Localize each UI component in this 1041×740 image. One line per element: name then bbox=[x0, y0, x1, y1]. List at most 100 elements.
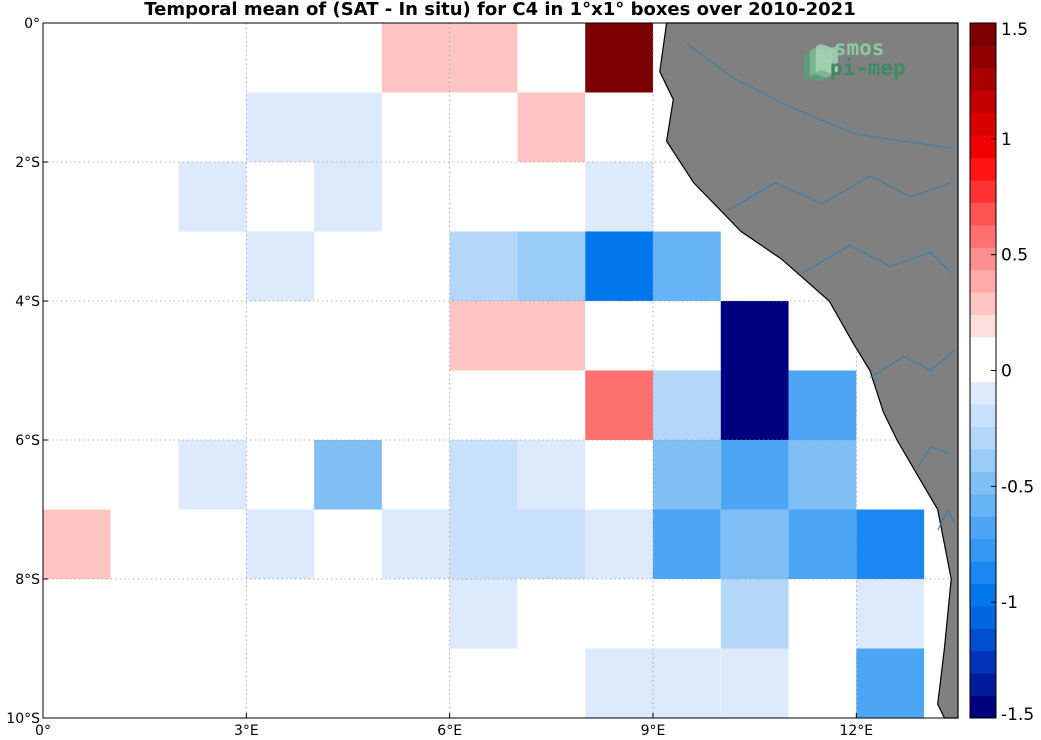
grid-cell bbox=[585, 23, 653, 93]
grid-cell bbox=[585, 509, 653, 579]
grid-cell bbox=[246, 92, 315, 162]
grid-cell bbox=[314, 579, 382, 649]
colorbar-tick-label: 0 bbox=[1001, 362, 1012, 382]
river bbox=[916, 446, 952, 469]
y-tick-label: 2°S bbox=[15, 155, 40, 171]
river bbox=[937, 508, 956, 531]
colorbar-tick-label: 0.5 bbox=[1001, 246, 1028, 266]
colorbar-segment bbox=[970, 538, 996, 562]
grid-cell bbox=[43, 23, 111, 93]
colorbar-segment bbox=[970, 135, 996, 159]
grid-cell bbox=[585, 648, 653, 718]
y-tick-label: 10°S bbox=[6, 711, 40, 727]
colorbar-segment bbox=[970, 628, 996, 652]
grid-cell bbox=[449, 301, 518, 371]
colorbar: 1.5 1 0.5 0 -0.5 -1 -1.5 bbox=[969, 20, 1034, 725]
x-tick-label: 6°E bbox=[437, 723, 462, 739]
colorbar-segment bbox=[970, 516, 996, 540]
colorbar-segment bbox=[970, 179, 996, 203]
x-tick-label: 12°E bbox=[839, 723, 873, 739]
data-cells bbox=[43, 23, 925, 718]
grid-cell bbox=[110, 92, 179, 162]
grid-cell bbox=[585, 162, 653, 232]
colorbar-segment bbox=[970, 112, 996, 136]
grid-cell bbox=[381, 509, 450, 579]
grid-cell bbox=[720, 509, 789, 579]
grid-cell bbox=[43, 509, 111, 579]
colorbar-segment bbox=[970, 359, 996, 383]
colorbar-segment bbox=[970, 605, 996, 629]
map-frame bbox=[42, 22, 959, 719]
colorbar-segment bbox=[970, 157, 996, 181]
colorbar-segment bbox=[970, 292, 996, 315]
logo-icon bbox=[815, 44, 838, 74]
y-tick-label: 0° bbox=[24, 16, 40, 32]
logo-line1: smos bbox=[834, 36, 885, 60]
colorbar-segment bbox=[970, 426, 996, 450]
map-title: Temporal mean of (SAT - In situ) for C4 … bbox=[144, 0, 856, 20]
grid-cell bbox=[653, 509, 721, 579]
colorbar-segment bbox=[970, 561, 996, 584]
colorbar-segment bbox=[970, 336, 996, 360]
grid-cell bbox=[585, 370, 653, 440]
grid-cell bbox=[856, 509, 925, 579]
grid-cell bbox=[788, 440, 857, 510]
colorbar-segment bbox=[970, 269, 996, 293]
grid-cell bbox=[381, 301, 450, 371]
grid-cell bbox=[178, 440, 247, 510]
grid-cell bbox=[720, 440, 789, 510]
colorbar-tick-label: -1.5 bbox=[1001, 705, 1034, 725]
grid-cell bbox=[314, 162, 382, 232]
grid-cell bbox=[856, 648, 925, 718]
land-mass bbox=[659, 22, 959, 719]
y-tick-label: 8°S bbox=[15, 572, 40, 588]
grid-cell bbox=[110, 509, 179, 579]
colorbar-segment bbox=[970, 45, 996, 69]
colorbar-segment bbox=[970, 583, 996, 607]
colorbar-tick-label: 1.5 bbox=[1001, 20, 1028, 40]
grid-cell bbox=[178, 370, 247, 440]
colorbar-tick-label: -0.5 bbox=[1001, 477, 1034, 497]
colorbar-segment bbox=[970, 381, 996, 405]
grid-cell bbox=[788, 509, 857, 579]
grid-cell bbox=[449, 23, 518, 93]
colorbar-segment bbox=[970, 90, 996, 114]
grid-cell bbox=[314, 440, 382, 510]
colorbar-segment bbox=[970, 493, 996, 517]
colorbar-segment bbox=[970, 202, 996, 226]
x-tick-label: 9°E bbox=[641, 723, 666, 739]
grid-cell bbox=[720, 648, 789, 718]
gridlines bbox=[43, 23, 958, 718]
x-tick-label: 3°E bbox=[234, 723, 259, 739]
y-axis-ticks: 0° 2°S 4°S 6°S 8°S 10°S bbox=[6, 16, 48, 727]
grid-cell bbox=[449, 509, 518, 579]
colorbar-tick-label: -1 bbox=[1001, 593, 1018, 613]
colorbar-segment bbox=[970, 314, 996, 338]
grid-cell bbox=[856, 579, 925, 649]
river bbox=[869, 349, 955, 378]
grid-cell bbox=[517, 231, 586, 301]
colorbar-tick-label: 1 bbox=[1001, 130, 1012, 150]
colorbar-segment bbox=[970, 247, 996, 271]
x-tick-label: 0° bbox=[35, 723, 51, 739]
grid-cell bbox=[720, 370, 789, 440]
grid-cell bbox=[653, 370, 721, 440]
grid-cell bbox=[178, 162, 247, 232]
grid-cell bbox=[653, 231, 721, 301]
grid-cell bbox=[246, 509, 315, 579]
y-tick-label: 6°S bbox=[15, 433, 40, 449]
grid-cell bbox=[449, 579, 518, 649]
grid-cell bbox=[178, 579, 247, 649]
land-layer bbox=[659, 22, 959, 719]
grid-cell bbox=[449, 440, 518, 510]
grid-cell bbox=[381, 23, 450, 93]
grid-cell bbox=[720, 579, 789, 649]
colorbar-segment bbox=[970, 224, 996, 248]
colorbar-segment bbox=[970, 67, 996, 91]
colorbar-segment bbox=[970, 650, 996, 674]
colorbar-segment bbox=[970, 448, 996, 472]
grid-cell bbox=[517, 509, 586, 579]
grid-cell bbox=[517, 92, 586, 162]
grid-cell bbox=[653, 648, 721, 718]
